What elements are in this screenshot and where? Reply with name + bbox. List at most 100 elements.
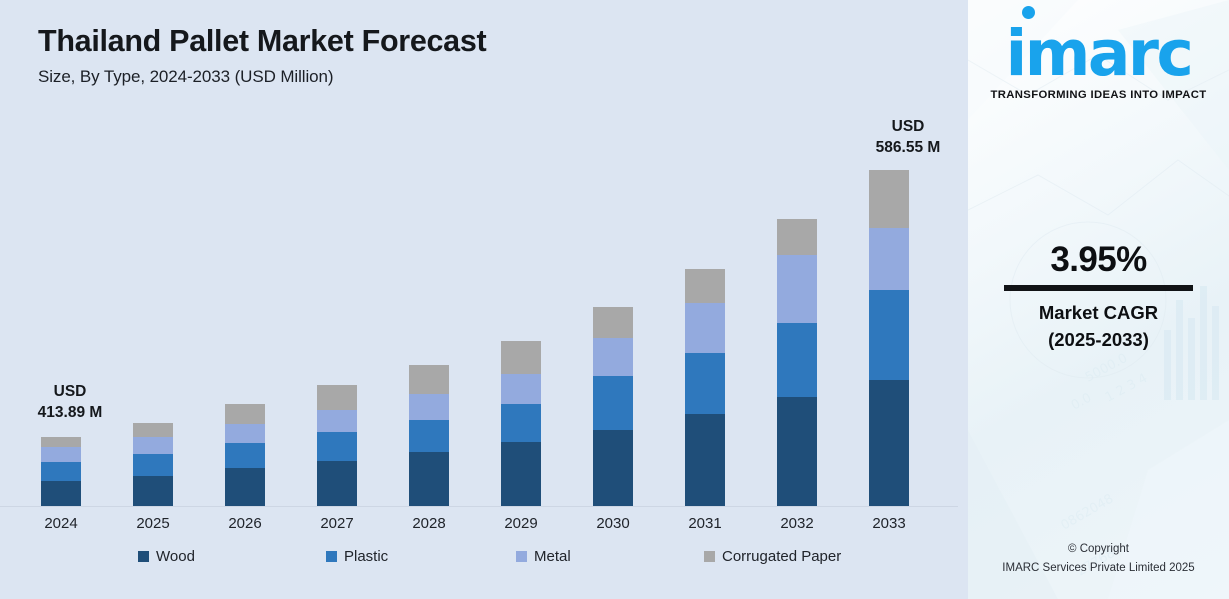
bar-group-2029 xyxy=(475,0,567,506)
chart-subtitle: Size, By Type, 2024-2033 (USD Million) xyxy=(38,67,334,87)
legend-swatch-wood xyxy=(138,551,149,562)
legend-item-metal[interactable]: Metal xyxy=(516,548,571,565)
bar-group-2025 xyxy=(107,0,199,506)
x-axis-tick-2024: 2024 xyxy=(44,515,78,532)
first-value-amount: 413.89 M xyxy=(37,403,103,421)
bar-segment-wood-2024 xyxy=(41,481,81,506)
stacked-bar-2024 xyxy=(41,437,81,506)
bar-segment-wood-2030 xyxy=(593,430,633,506)
page-title: Thailand Pallet Market Forecast xyxy=(38,24,487,58)
bar-segment-metal-2030 xyxy=(593,338,633,376)
stacked-bar-2031 xyxy=(685,269,725,506)
stacked-bar-2030 xyxy=(593,307,633,506)
cagr-block: 3.95% Market CAGR (2025-2033) xyxy=(968,240,1229,354)
svg-text:5000.0: 5000.0 xyxy=(1083,351,1130,386)
bar-segment-wood-2025 xyxy=(133,476,173,506)
bar-segment-plastic-2031 xyxy=(685,353,725,414)
axis-baseline xyxy=(0,506,958,507)
bar-segment-wood-2033 xyxy=(869,380,909,506)
svg-text:1 2 3 4: 1 2 3 4 xyxy=(1103,371,1150,406)
x-axis-tick-2025: 2025 xyxy=(136,515,170,532)
bar-segment-plastic-2028 xyxy=(409,420,449,452)
chart-panel: Thailand Pallet Market Forecast Size, By… xyxy=(0,0,968,578)
x-axis-tick-2028: 2028 xyxy=(412,515,446,532)
bar-segment-metal-2029 xyxy=(501,374,541,404)
imarc-wordmark: imarc xyxy=(1006,6,1194,85)
bar-segment-corrugated-paper-2026 xyxy=(225,404,265,424)
bar-group-2027 xyxy=(291,0,383,506)
stacked-bar-2027 xyxy=(317,385,357,506)
stacked-bar-2033 xyxy=(869,170,909,506)
bar-group-2031 xyxy=(659,0,751,506)
first-value-currency: USD xyxy=(53,383,87,400)
copyright-owner: IMARC Services Private Limited 2025 xyxy=(1002,561,1195,574)
bar-segment-wood-2029 xyxy=(501,442,541,506)
bar-segment-plastic-2033 xyxy=(869,290,909,380)
bar-segment-corrugated-paper-2025 xyxy=(133,423,173,437)
x-axis-tick-2029: 2029 xyxy=(504,515,538,532)
bar-segment-plastic-2032 xyxy=(777,323,817,397)
bar-segment-plastic-2025 xyxy=(133,454,173,476)
legend-label: Wood xyxy=(156,548,195,565)
last-value-label: USD 586.55 M xyxy=(848,117,968,159)
x-axis-tick-2026: 2026 xyxy=(228,515,262,532)
bar-segment-corrugated-paper-2033 xyxy=(869,170,909,228)
chart-header: Thailand Pallet Market Forecast Size, By… xyxy=(38,24,487,87)
legend-label: Metal xyxy=(534,548,571,565)
bar-segment-corrugated-paper-2030 xyxy=(593,307,633,338)
bar-segment-metal-2032 xyxy=(777,255,817,323)
copyright-block: © Copyright IMARC Services Private Limit… xyxy=(968,540,1229,577)
legend-item-plastic[interactable]: Plastic xyxy=(326,548,388,565)
plot-area: USD 413.89 M USD 586.55 M xyxy=(0,0,968,507)
svg-text:0862048: 0862048 xyxy=(1059,492,1117,534)
imarc-logo: imarc TRANSFORMING IDEAS INTO IMPACT xyxy=(968,6,1229,101)
bar-segment-wood-2032 xyxy=(777,397,817,506)
bar-segment-metal-2033 xyxy=(869,228,909,290)
legend-label: Corrugated Paper xyxy=(722,548,842,565)
copyright-notice: © Copyright xyxy=(1068,543,1129,556)
bar-segment-corrugated-paper-2029 xyxy=(501,341,541,374)
cagr-value: 3.95% xyxy=(1050,240,1147,279)
chart-legend: Wood Plastic Metal Corrugated Paper xyxy=(0,548,968,578)
imarc-wordmark-text: imarc xyxy=(1005,17,1194,90)
legend-label: Plastic xyxy=(344,548,389,565)
bar-group-2028 xyxy=(383,0,475,506)
x-axis: 2024 2025 2026 2027 2028 2029 2030 2031 2032 2033 xyxy=(0,510,968,538)
bar-segment-corrugated-paper-2028 xyxy=(409,365,449,394)
bar-group-2032 xyxy=(751,0,843,506)
bar-segment-metal-2028 xyxy=(409,394,449,420)
bar-segment-wood-2028 xyxy=(409,452,449,506)
bar-segment-plastic-2027 xyxy=(317,432,357,461)
bar-segment-corrugated-paper-2031 xyxy=(685,269,725,303)
bar-segment-wood-2026 xyxy=(225,468,265,506)
x-axis-tick-2030: 2030 xyxy=(596,515,630,532)
bar-group-2024 xyxy=(15,0,107,506)
bar-segment-corrugated-paper-2024 xyxy=(41,437,81,447)
stacked-bar-2029 xyxy=(501,341,541,506)
legend-item-corrugated-paper[interactable]: Corrugated Paper xyxy=(704,548,841,565)
legend-item-wood[interactable]: Wood xyxy=(138,548,195,565)
cagr-caption-period: (2025-2033) xyxy=(1048,328,1149,350)
last-value-amount: 586.55 M xyxy=(875,138,941,156)
bar-group-2030 xyxy=(567,0,659,506)
svg-text:0.0: 0.0 xyxy=(1069,391,1094,414)
bar-group-2026 xyxy=(199,0,291,506)
x-axis-tick-2027: 2027 xyxy=(320,515,354,532)
stacked-bar-2028 xyxy=(409,365,449,506)
stacked-bar-2032 xyxy=(777,219,817,506)
bar-segment-corrugated-paper-2027 xyxy=(317,385,357,410)
imarc-logo-dot-icon xyxy=(1021,6,1035,19)
cagr-divider xyxy=(1004,285,1193,291)
bar-segment-metal-2026 xyxy=(225,424,265,443)
stacked-bar-2026 xyxy=(225,404,265,506)
stacked-bar-2025 xyxy=(133,423,173,506)
imarc-tagline: TRANSFORMING IDEAS INTO IMPACT xyxy=(990,88,1207,101)
bar-segment-wood-2031 xyxy=(685,414,725,506)
bar-segment-corrugated-paper-2032 xyxy=(777,219,817,255)
last-value-currency: USD xyxy=(891,118,925,135)
bar-segment-metal-2031 xyxy=(685,303,725,353)
x-axis-tick-2032: 2032 xyxy=(780,515,814,532)
bar-segment-plastic-2030 xyxy=(593,376,633,430)
bar-segment-plastic-2024 xyxy=(41,462,81,481)
